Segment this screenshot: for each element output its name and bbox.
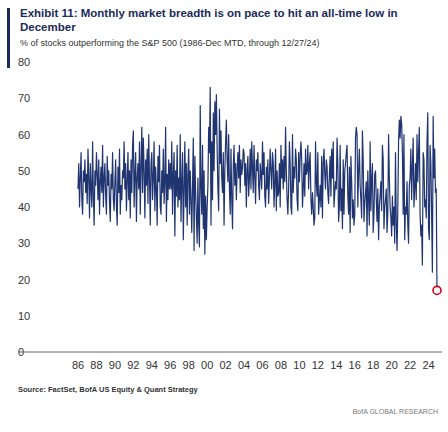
title: Exhibit 11: Monthly market breadth is on… <box>20 6 440 34</box>
y-tick-label: 30 <box>18 237 30 249</box>
x-tick-label: 86 <box>72 359 84 371</box>
title-accent-bar <box>7 8 10 68</box>
breadth-line <box>78 87 437 290</box>
y-tick-label: 80 <box>18 56 30 68</box>
x-tick-label: 22 <box>404 359 416 371</box>
y-tick-label: 20 <box>18 274 30 286</box>
brand: BofA GLOBAL RESEARCH <box>353 408 438 415</box>
x-tick-label: 08 <box>275 359 287 371</box>
x-tick-label: 14 <box>330 359 342 371</box>
x-tick-label: 92 <box>127 359 139 371</box>
x-axis-line <box>18 352 442 353</box>
last-point-marker <box>433 286 441 294</box>
x-tick-label: 94 <box>146 359 158 371</box>
x-tick-label: 20 <box>386 359 398 371</box>
x-tick-label: 90 <box>109 359 121 371</box>
y-tick-label: 40 <box>18 201 30 213</box>
x-tick-label: 04 <box>238 359 250 371</box>
x-tick-label: 16 <box>349 359 361 371</box>
x-tick-label: 18 <box>367 359 379 371</box>
x-tick-label: 24 <box>422 359 434 371</box>
y-tick-label: 60 <box>18 129 30 141</box>
x-tick-label: 88 <box>90 359 102 371</box>
x-tick-label: 98 <box>183 359 195 371</box>
subtitle: % of stocks outperforming the S&P 500 (1… <box>20 38 440 49</box>
x-tick-label: 00 <box>201 359 213 371</box>
y-tick-label: 10 <box>18 310 30 322</box>
x-tick-label: 96 <box>164 359 176 371</box>
source: Source: FactSet, BofA US Equity & Quant … <box>18 385 199 394</box>
plot-area <box>78 87 441 294</box>
x-tick-label: 12 <box>312 359 324 371</box>
x-tick-label: 06 <box>256 359 268 371</box>
chart: 0102030405060708086889092949698000204060… <box>0 0 448 432</box>
x-tick-label: 10 <box>293 359 305 371</box>
x-tick-label: 02 <box>219 359 231 371</box>
y-tick-label: 70 <box>18 92 30 104</box>
y-tick-label: 50 <box>18 165 30 177</box>
